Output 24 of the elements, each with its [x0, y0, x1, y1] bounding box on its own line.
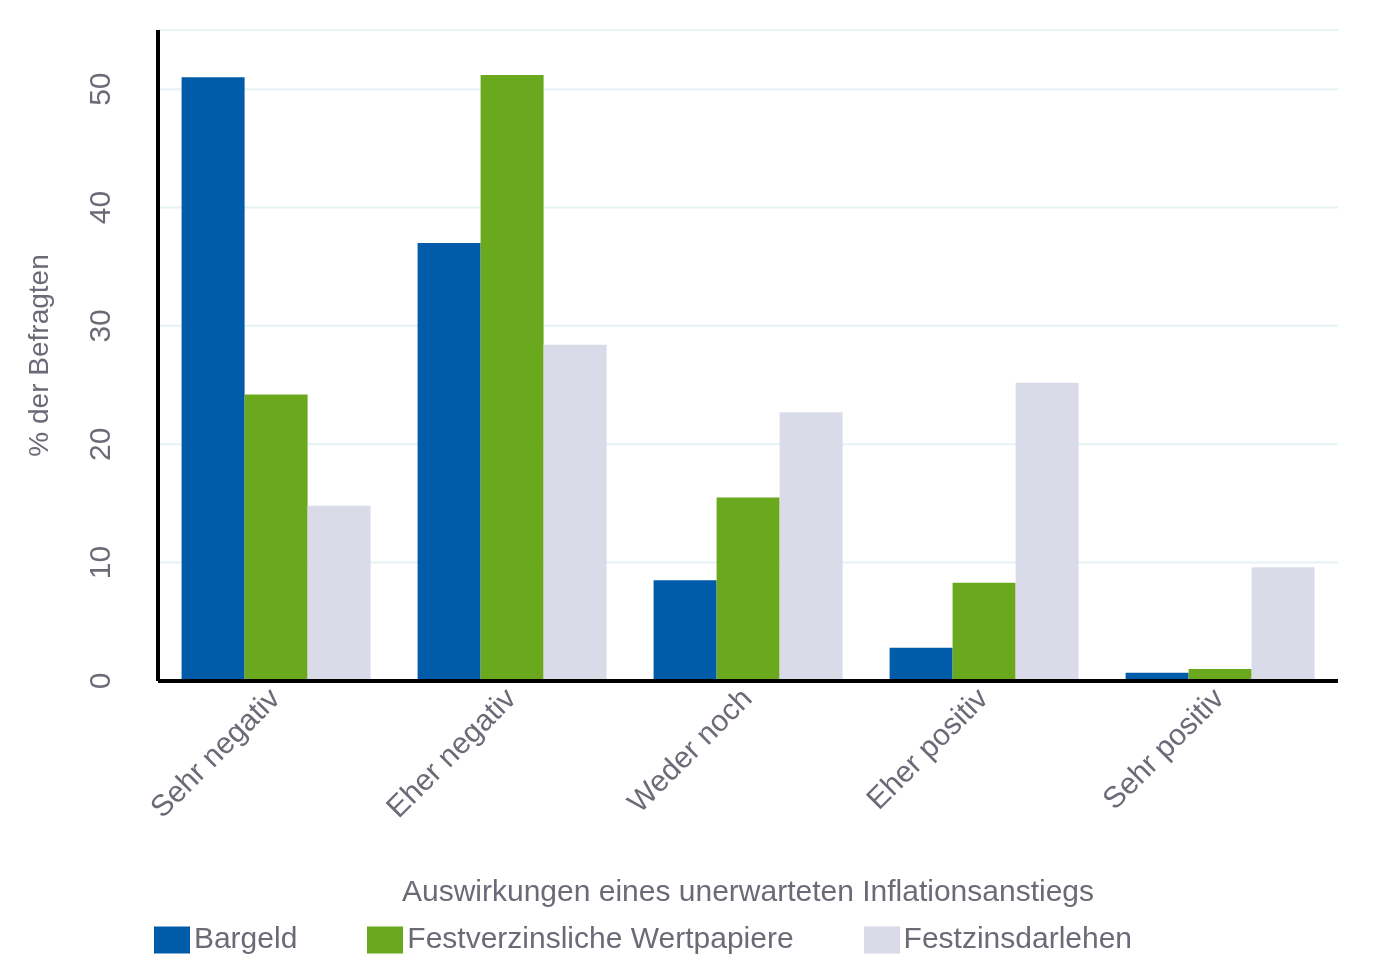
y-tick-label: 40	[83, 190, 116, 225]
y-tick-label: 50	[83, 72, 116, 106]
x-axis-title: Auswirkungen eines unerwarteten Inflationsanstiegs	[401, 873, 1095, 907]
bar	[307, 505, 371, 681]
legend-label: Bargeld	[193, 920, 298, 954]
legend-label: Festverzinsliche Wertpapiere	[407, 920, 794, 954]
y-tick-label: 30	[83, 309, 116, 343]
bar	[543, 344, 607, 681]
bar	[1015, 382, 1079, 681]
bar	[716, 497, 780, 681]
bar	[952, 582, 1016, 681]
y-tick-label: 20	[83, 427, 116, 461]
bar	[1251, 567, 1315, 681]
bar	[653, 580, 717, 681]
y-axis-title: % der Befragten	[22, 254, 54, 457]
bar	[244, 394, 308, 681]
bar	[779, 412, 843, 681]
legend-label: Festzinsdarlehen	[903, 920, 1133, 954]
y-tick-label: 0	[83, 672, 116, 690]
bar	[417, 243, 481, 681]
bar	[181, 77, 245, 681]
bar	[480, 74, 544, 681]
y-tick-label: 10	[83, 545, 116, 580]
bar	[889, 647, 953, 681]
